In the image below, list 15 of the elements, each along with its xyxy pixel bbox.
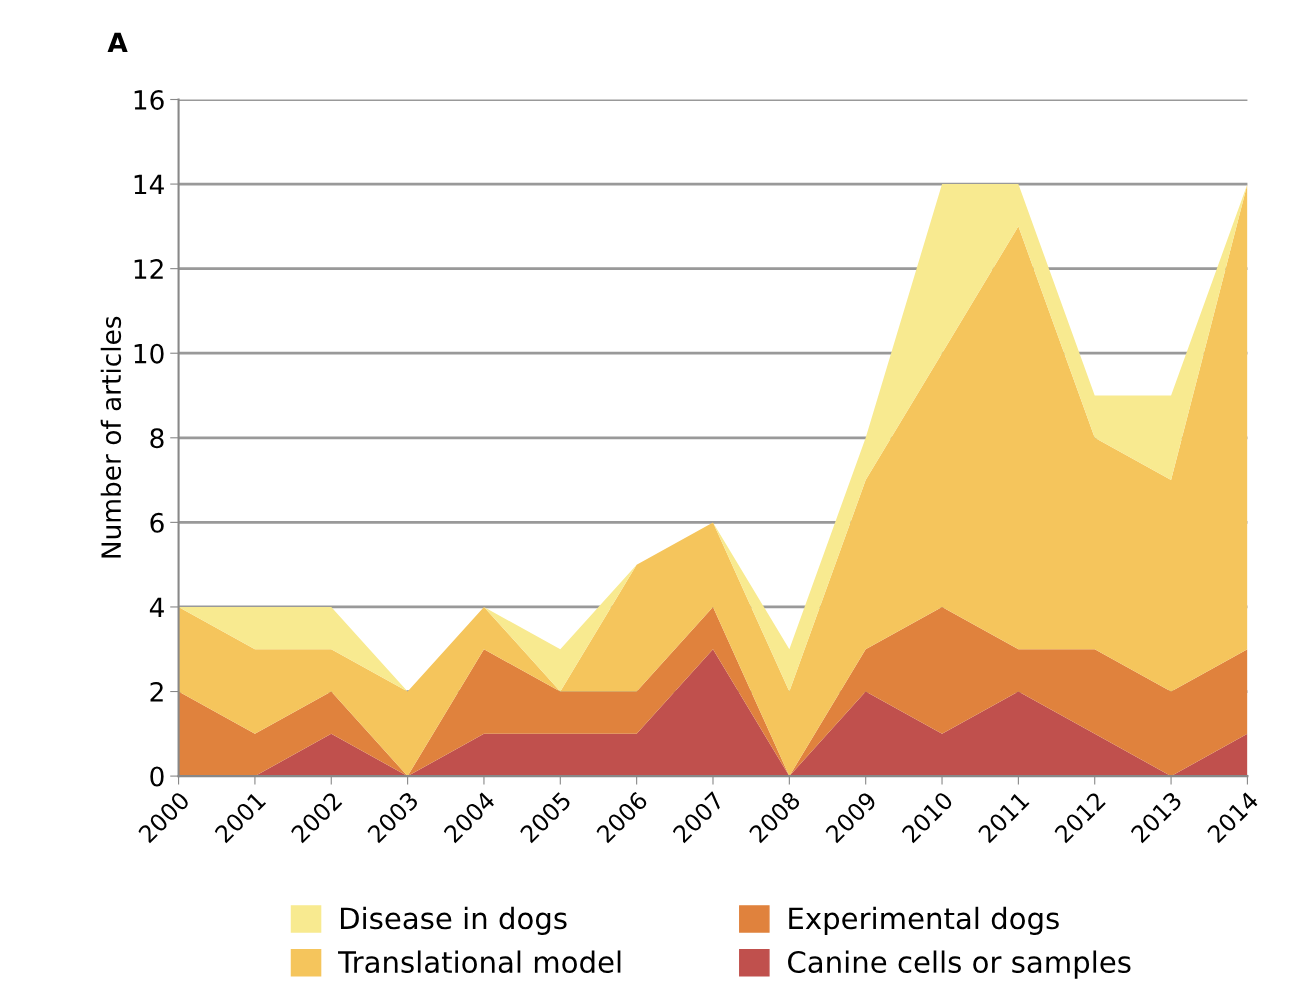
y-tick-label: 10 (134, 343, 164, 364)
y-tick-label: 8 (150, 428, 164, 449)
y-tick-label: 16 (134, 89, 164, 110)
y-tick-label: 6 (150, 512, 164, 533)
y-tick-label: 12 (134, 259, 163, 279)
legend-label: Canine cells or samples (788, 950, 1131, 979)
y-tick-label: 0 (150, 766, 164, 787)
y-tick-label: 2 (150, 681, 163, 702)
y-tick-label: 4 (149, 597, 164, 617)
text: A (107, 32, 128, 53)
y-tick-label: 14 (134, 174, 164, 195)
legend-label: Translational model (338, 950, 621, 974)
legend-label: Experimental dogs (789, 906, 1059, 936)
y-axis-title: Number of articles (100, 316, 122, 558)
legend-label: Disease in dogs (340, 906, 567, 936)
